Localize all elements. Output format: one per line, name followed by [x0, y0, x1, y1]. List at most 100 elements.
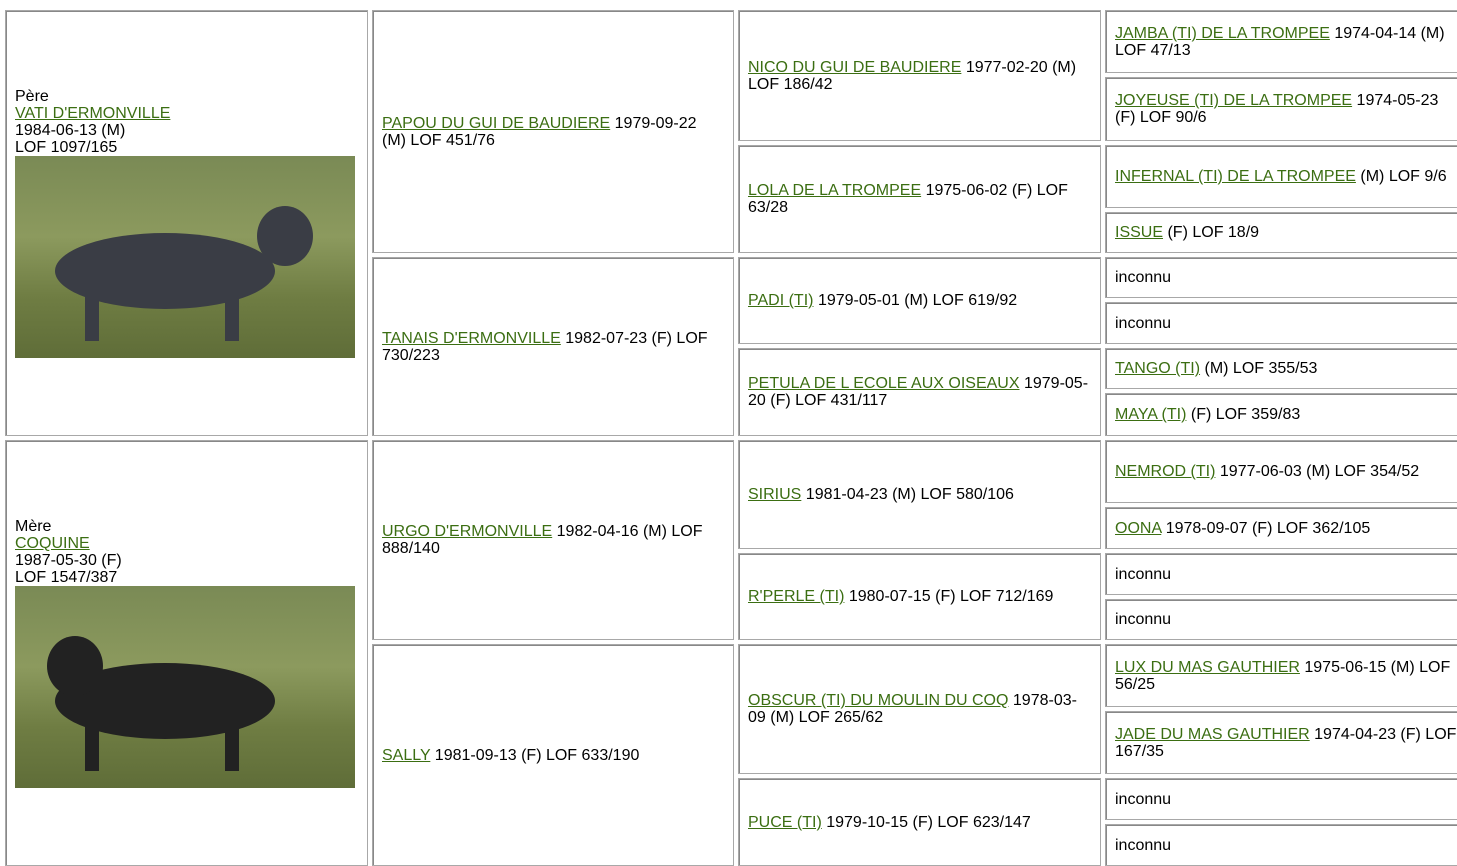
dog-info: 1974-04-23 (F) LOF 167/35: [1115, 725, 1457, 760]
unknown-ancestor: inconnu: [1115, 314, 1172, 332]
cell-content: PAPOU DU GUI DE BAUDIERE 1979-09-22 (M) …: [382, 115, 724, 149]
dog-info: 1977-02-20 (M) LOF 186/42: [748, 58, 1077, 93]
dog-info: 1974-04-14 (M) LOF 47/13: [1115, 24, 1445, 59]
cell-content: TANAIS D'ERMONVILLE 1982-07-23 (F) LOF 7…: [382, 330, 724, 364]
cell-content: ISSUE (F) LOF 18/9: [1115, 224, 1457, 241]
cell-content: OONA 1978-09-07 (F) LOF 362/105: [1115, 520, 1457, 537]
dog-info: 1987-05-30 (F): [15, 552, 122, 569]
dog-info: 1979-05-20 (F) LOF 431/117: [748, 375, 1089, 409]
dog-photo: [15, 156, 355, 358]
dog-link[interactable]: MAYA (TI): [1115, 406, 1187, 423]
cell-content: PADI (TI) 1979-05-01 (M) LOF 619/92: [748, 292, 1091, 309]
dog-link[interactable]: OBSCUR (TI) DU MOULIN DU COQ: [748, 692, 1009, 709]
cell-content: R'PERLE (TI) 1980-07-15 (F) LOF 712/169: [748, 588, 1091, 605]
cell-content: SALLY 1981-09-13 (F) LOF 633/190: [382, 747, 724, 764]
dog-info: 1979-10-15 (F) LOF 623/147: [826, 813, 1031, 831]
dog-info: 1981-09-13 (F) LOF 633/190: [434, 746, 640, 764]
dog-figure: [55, 206, 313, 341]
pedigree-cell: ISSUE (F) LOF 18/9: [1105, 212, 1457, 253]
dog-link[interactable]: PADI (TI): [748, 292, 814, 309]
cell-content: JAMBA (TI) DE LA TROMPEE 1974-04-14 (M) …: [1115, 25, 1457, 59]
cell-content: PETULA DE L ECOLE AUX OISEAUX 1979-05-20…: [748, 375, 1091, 409]
pedigree-cell: JAMBA (TI) DE LA TROMPEE 1974-04-14 (M) …: [1105, 10, 1457, 73]
dog-link[interactable]: ISSUE: [1115, 224, 1164, 241]
pedigree-cell: JOYEUSE (TI) DE LA TROMPEE 1974-05-23 (F…: [1105, 77, 1457, 141]
dog-info: LOF 1547/387: [15, 569, 118, 586]
pedigree-cell: URGO D'ERMONVILLE 1982-04-16 (M) LOF 888…: [372, 440, 734, 640]
cell-content: NICO DU GUI DE BAUDIERE 1977-02-20 (M) L…: [748, 59, 1091, 93]
pedigree-cell: LOLA DE LA TROMPEE 1975-06-02 (F) LOF 63…: [738, 145, 1101, 253]
pedigree-cell: PETULA DE L ECOLE AUX OISEAUX 1979-05-20…: [738, 348, 1101, 436]
cell-content: NEMROD (TI) 1977-06-03 (M) LOF 354/52: [1115, 463, 1457, 480]
pedigree-cell: NEMROD (TI) 1977-06-03 (M) LOF 354/52: [1105, 440, 1457, 503]
dog-info: 1979-09-22 (M) LOF 451/76: [382, 114, 697, 149]
dog-info: 1978-09-07 (F) LOF 362/105: [1165, 519, 1371, 537]
dog-info: 1979-05-01 (M) LOF 619/92: [817, 292, 1018, 309]
dog-link[interactable]: JADE DU MAS GAUTHIER: [1115, 725, 1310, 743]
pedigree-cell: R'PERLE (TI) 1980-07-15 (F) LOF 712/169: [738, 553, 1101, 640]
unknown-ancestor: inconnu: [1115, 565, 1172, 583]
pedigree-cell: inconnu: [1105, 599, 1457, 640]
pedigree-cell: PUCE (TI) 1979-10-15 (F) LOF 623/147: [738, 778, 1101, 866]
dog-info: 1982-07-23 (F) LOF 730/223: [382, 329, 708, 364]
pedigree-cell: INFERNAL (TI) DE LA TROMPEE (M) LOF 9/6: [1105, 145, 1457, 208]
cell-content: PUCE (TI) 1979-10-15 (F) LOF 623/147: [748, 814, 1091, 831]
pedigree-cell: inconnu: [1105, 302, 1457, 344]
dog-link[interactable]: COQUINE: [15, 535, 90, 552]
dog-link[interactable]: SALLY: [382, 746, 431, 764]
pedigree-cell: Mère COQUINE 1987-05-30 (F) LOF 1547/387: [5, 440, 368, 866]
dog-link[interactable]: R'PERLE (TI): [748, 588, 845, 605]
pedigree-cell: SALLY 1981-09-13 (F) LOF 633/190: [372, 644, 734, 866]
dog-link[interactable]: OONA: [1115, 519, 1162, 537]
dog-photo: [15, 586, 355, 788]
dog-link[interactable]: NEMROD (TI): [1115, 463, 1216, 480]
cell-content: JOYEUSE (TI) DE LA TROMPEE 1974-05-23 (F…: [1115, 92, 1457, 126]
cell-content: OBSCUR (TI) DU MOULIN DU COQ 1978-03-09 …: [748, 692, 1091, 726]
pedigree-cell: inconnu: [1105, 778, 1457, 820]
dog-link[interactable]: LOLA DE LA TROMPEE: [748, 182, 922, 199]
dog-link[interactable]: TANAIS D'ERMONVILLE: [382, 329, 561, 347]
dog-link[interactable]: SIRIUS: [748, 486, 802, 503]
pedigree-cell: inconnu: [1105, 824, 1457, 866]
unknown-ancestor: inconnu: [1115, 611, 1172, 628]
dog-figure: [47, 636, 275, 771]
dog-link[interactable]: PUCE (TI): [748, 813, 822, 831]
cell-content: URGO D'ERMONVILLE 1982-04-16 (M) LOF 888…: [382, 523, 724, 557]
pedigree-cell: MAYA (TI) (F) LOF 359/83: [1105, 393, 1457, 436]
pedigree-cell: inconnu: [1105, 257, 1457, 298]
dog-link[interactable]: JOYEUSE (TI) DE LA TROMPEE: [1115, 92, 1353, 109]
dog-info: (F) LOF 18/9: [1167, 224, 1260, 241]
dog-link[interactable]: PAPOU DU GUI DE BAUDIERE: [382, 114, 611, 132]
pedigree-cell: NICO DU GUI DE BAUDIERE 1977-02-20 (M) L…: [738, 10, 1101, 141]
dog-info: (F) LOF 359/83: [1190, 406, 1301, 423]
unknown-ancestor: inconnu: [1115, 269, 1172, 286]
cell-content: inconnu: [1115, 837, 1457, 854]
dog-info: 1974-05-23 (F) LOF 90/6: [1115, 92, 1439, 126]
cell-content: LOLA DE LA TROMPEE 1975-06-02 (F) LOF 63…: [748, 182, 1091, 216]
pedigree-cell: OONA 1978-09-07 (F) LOF 362/105: [1105, 507, 1457, 549]
dog-link[interactable]: JAMBA (TI) DE LA TROMPEE: [1115, 24, 1330, 42]
dog-info: (M) LOF 9/6: [1360, 168, 1447, 185]
pedigree-cell: JADE DU MAS GAUTHIER 1974-04-23 (F) LOF …: [1105, 711, 1457, 774]
dog-info: 1982-04-16 (M) LOF 888/140: [382, 523, 703, 557]
dog-link[interactable]: INFERNAL (TI) DE LA TROMPEE: [1115, 168, 1356, 185]
dog-link[interactable]: NICO DU GUI DE BAUDIERE: [748, 58, 962, 76]
cell-content: INFERNAL (TI) DE LA TROMPEE (M) LOF 9/6: [1115, 168, 1457, 185]
cell-content: inconnu: [1115, 315, 1457, 332]
parent-label: Père: [15, 88, 49, 105]
unknown-ancestor: inconnu: [1115, 836, 1172, 854]
pedigree-cell: inconnu: [1105, 553, 1457, 595]
pedigree-cell: OBSCUR (TI) DU MOULIN DU COQ 1978-03-09 …: [738, 644, 1101, 774]
unknown-ancestor: inconnu: [1115, 790, 1172, 808]
dog-link[interactable]: PETULA DE L ECOLE AUX OISEAUX: [748, 375, 1020, 392]
dog-link[interactable]: TANGO (TI): [1115, 360, 1201, 377]
pedigree-cell: Père VATI D'ERMONVILLE 1984-06-13 (M) LOF 1…: [5, 10, 368, 436]
pedigree-cell: TANAIS D'ERMONVILLE 1982-07-23 (F) LOF 7…: [372, 257, 734, 436]
pedigree-cell: LUX DU MAS GAUTHIER 1975-06-15 (M) LOF 5…: [1105, 644, 1457, 707]
dog-link[interactable]: LUX DU MAS GAUTHIER: [1115, 658, 1300, 676]
dog-link[interactable]: VATI D'ERMONVILLE: [15, 105, 171, 122]
dog-link[interactable]: URGO D'ERMONVILLE: [382, 523, 553, 540]
pedigree-cell: PADI (TI) 1979-05-01 (M) LOF 619/92: [738, 257, 1101, 344]
